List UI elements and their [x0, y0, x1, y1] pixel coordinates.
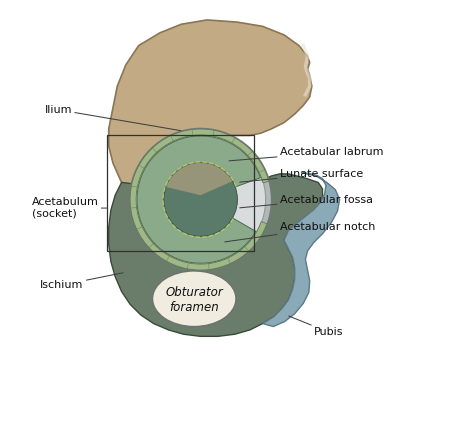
Ellipse shape: [153, 271, 236, 326]
Polygon shape: [166, 163, 233, 195]
Text: Acetabular fossa: Acetabular fossa: [240, 194, 373, 208]
Circle shape: [130, 129, 272, 271]
Circle shape: [164, 163, 237, 236]
Text: Acetabular notch: Acetabular notch: [225, 222, 375, 242]
Polygon shape: [109, 20, 312, 185]
Circle shape: [136, 135, 265, 265]
Text: Ischium: Ischium: [40, 273, 123, 290]
Text: Ilium: Ilium: [45, 105, 181, 131]
Polygon shape: [130, 129, 269, 270]
Polygon shape: [137, 136, 261, 263]
Text: Obturator
foramen: Obturator foramen: [165, 286, 223, 314]
Text: Lunate surface: Lunate surface: [240, 169, 363, 182]
Polygon shape: [109, 139, 322, 336]
Text: Acetabular labrum: Acetabular labrum: [229, 148, 383, 161]
Text: Acetabulum
(socket): Acetabulum (socket): [32, 197, 107, 219]
Bar: [107, 136, 254, 251]
Text: Pubis: Pubis: [289, 316, 344, 337]
Polygon shape: [263, 172, 340, 326]
